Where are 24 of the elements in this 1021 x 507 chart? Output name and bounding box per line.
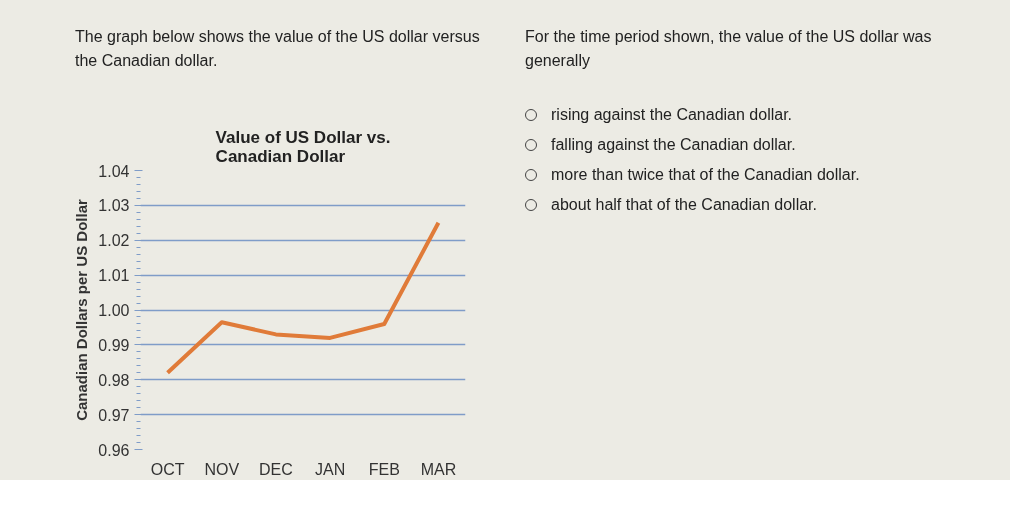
text: The graph below shows the value of the US dollar versus the Canadian dollar. <box>75 27 481 71</box>
x-tick-label: OCT <box>150 460 185 478</box>
y-tick-label: 1.00 <box>98 302 130 319</box>
text: For the time period shown, the value of the US dollar was generally <box>525 27 933 71</box>
y-tick-label: 1.02 <box>98 232 130 250</box>
x-tick-label: JAN <box>314 460 346 478</box>
y-tick-label: 0.98 <box>98 371 130 389</box>
y-tick-label: 1.04 <box>98 162 130 180</box>
y-tick-label: 0.99 <box>98 336 130 354</box>
text: rising against the Canadian dollar. <box>550 105 794 125</box>
x-tick-label: FEB <box>368 460 400 478</box>
y-tick-label: 0.96 <box>98 441 130 459</box>
y-tick-label: 0.97 <box>98 406 130 424</box>
y-axis-title: Canadian Dollars per US Dollar <box>73 198 91 421</box>
x-tick-label: DEC <box>259 460 293 478</box>
text: more than twice that of the Canadian dollar. <box>550 165 861 185</box>
x-tick-label: MAR <box>420 460 457 478</box>
chart-title: Value of US Dollar vs. Canadian Dollar <box>215 127 391 166</box>
y-tick-label: 1.01 <box>98 267 130 285</box>
y-tick-label: 1.03 <box>98 197 130 215</box>
x-tick-label: NOV <box>204 460 240 478</box>
line-series <box>165 220 441 375</box>
text: about half that of the Canadian dollar. <box>550 195 818 215</box>
text: falling against the Canadian dollar. <box>550 135 797 155</box>
